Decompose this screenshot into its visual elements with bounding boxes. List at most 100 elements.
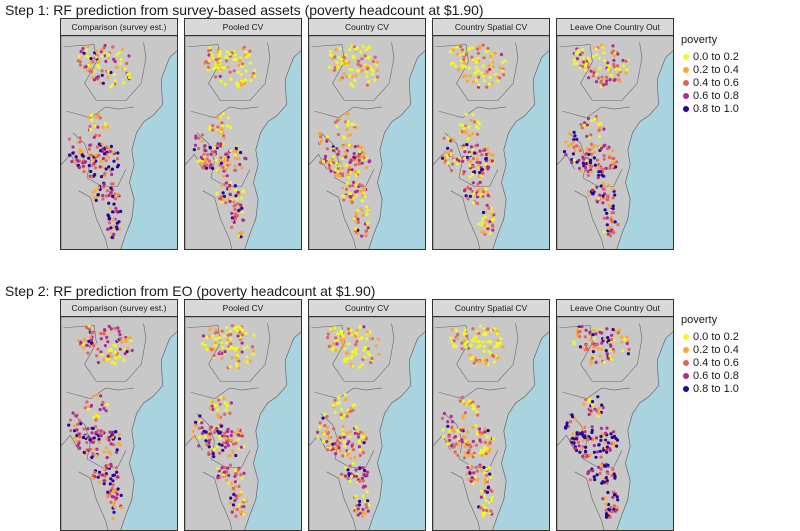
survey-point — [326, 135, 330, 139]
survey-point — [607, 156, 611, 160]
survey-point — [594, 332, 598, 336]
map-panel-country-spatial-cv: Country Spatial CV — [432, 299, 550, 531]
survey-point — [223, 82, 227, 86]
survey-point — [463, 156, 467, 160]
survey-point — [580, 126, 584, 130]
survey-point — [111, 435, 115, 439]
survey-point — [83, 160, 88, 164]
survey-point — [85, 68, 89, 72]
survey-point — [228, 411, 232, 415]
survey-point — [196, 159, 200, 163]
survey-point — [485, 147, 490, 151]
survey-point — [326, 432, 330, 436]
survey-point — [325, 440, 329, 444]
survey-point — [364, 233, 368, 237]
map-panel-leave-one-country-out: Leave One Country Out — [556, 18, 674, 250]
survey-point — [482, 327, 486, 331]
survey-point — [235, 329, 239, 333]
survey-point — [213, 150, 217, 154]
survey-point — [467, 443, 471, 447]
survey-point — [109, 327, 113, 331]
survey-point — [342, 72, 346, 76]
survey-point — [571, 432, 575, 436]
survey-point — [240, 231, 244, 235]
survey-point — [489, 340, 493, 344]
survey-point — [361, 479, 365, 483]
survey-point — [103, 122, 107, 126]
survey-point — [584, 445, 588, 449]
survey-point — [562, 150, 567, 154]
survey-point — [594, 436, 599, 440]
survey-point — [90, 426, 94, 430]
survey-point — [120, 506, 124, 510]
survey-point — [89, 403, 94, 408]
survey-point — [229, 77, 233, 81]
survey-point — [217, 398, 221, 402]
survey-point — [231, 442, 235, 446]
survey-point — [581, 153, 585, 157]
survey-point — [114, 356, 118, 360]
survey-point — [237, 484, 241, 488]
survey-point — [74, 414, 78, 418]
survey-point — [601, 406, 605, 410]
survey-point — [358, 511, 362, 515]
survey-point — [329, 327, 333, 332]
land-area — [61, 36, 177, 249]
survey-point — [96, 125, 100, 129]
survey-point — [362, 325, 366, 329]
survey-point — [339, 77, 343, 82]
survey-point — [114, 430, 118, 434]
survey-point — [469, 452, 473, 456]
survey-point — [463, 129, 467, 133]
survey-point — [209, 163, 213, 167]
survey-point — [238, 510, 243, 514]
survey-point — [495, 332, 499, 336]
survey-point — [456, 68, 461, 72]
survey-point — [333, 442, 337, 446]
survey-point — [97, 414, 101, 418]
survey-point — [600, 173, 604, 177]
survey-point — [81, 154, 85, 158]
survey-point — [476, 51, 480, 55]
survey-point — [575, 333, 579, 337]
survey-point — [611, 49, 615, 53]
survey-point — [115, 225, 119, 229]
survey-point — [484, 152, 488, 157]
survey-point — [590, 356, 595, 360]
survey-point — [465, 143, 469, 147]
survey-point — [109, 464, 113, 468]
survey-point — [102, 185, 106, 189]
survey-point — [85, 440, 89, 445]
survey-point — [200, 431, 205, 435]
survey-point — [327, 166, 331, 170]
country-border — [438, 106, 507, 119]
survey-point — [604, 166, 608, 170]
survey-point — [466, 453, 470, 457]
survey-point — [612, 493, 617, 497]
survey-point — [474, 144, 478, 148]
survey-point — [326, 448, 330, 452]
survey-point — [212, 56, 216, 60]
survey-point — [216, 467, 220, 471]
survey-point — [96, 475, 100, 479]
survey-point — [589, 361, 593, 366]
survey-point — [232, 492, 236, 496]
survey-point — [460, 130, 464, 134]
survey-point — [598, 471, 602, 476]
survey-point — [584, 397, 588, 402]
survey-point — [446, 136, 450, 140]
survey-point — [224, 157, 228, 161]
survey-point — [498, 65, 502, 69]
survey-point — [120, 48, 125, 52]
survey-point — [608, 234, 613, 238]
survey-point — [371, 59, 375, 63]
survey-point — [598, 328, 602, 332]
survey-point — [609, 432, 613, 436]
survey-point — [592, 475, 596, 479]
survey-point — [441, 428, 445, 432]
survey-point — [227, 481, 231, 485]
survey-point — [590, 403, 595, 407]
survey-point — [610, 510, 614, 514]
survey-point — [241, 512, 245, 516]
survey-point — [97, 470, 102, 474]
